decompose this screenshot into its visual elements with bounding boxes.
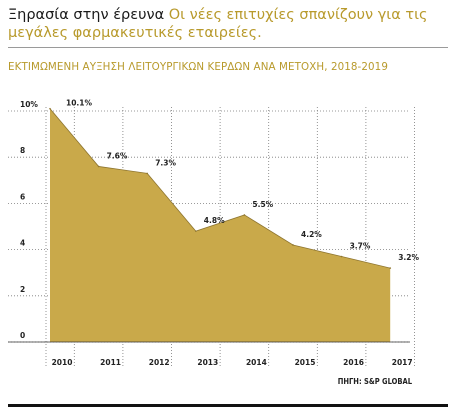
y-axis-ticks: 0 2 4 6 8 10% — [20, 100, 38, 340]
x-tick-label: 2014 — [246, 358, 267, 367]
headline: Ξηρασία στην έρευνα Οι νέες επιτυχίες σπ… — [8, 6, 448, 42]
source-note: ΠΗΓΗ: S&P GLOBAL — [337, 377, 412, 386]
data-point — [97, 165, 100, 168]
data-label: 5.5% — [252, 200, 273, 209]
y-tick-label: 10% — [20, 100, 38, 109]
data-point — [292, 244, 294, 246]
x-axis-ticks: 2010 2011 2012 2013 2014 2015 2016 2017 — [52, 358, 413, 367]
data-point — [243, 214, 246, 216]
data-labels: 10.1% 7.6% 7.3% 4.8% 5.5% 4.2% 3.7% 3.2% — [66, 99, 419, 262]
headline-subtitle: Οι νέες επιτυχίες σπανίζουν για τις μεγά… — [8, 7, 428, 41]
x-tick-label: 2013 — [197, 358, 218, 367]
y-tick-label: 2 — [20, 285, 25, 294]
y-tick-label: 4 — [20, 239, 25, 248]
area-fill — [50, 108, 391, 342]
data-point — [340, 255, 343, 258]
data-label: 3.7% — [350, 242, 371, 251]
y-tick-label: 0 — [20, 331, 25, 340]
data-point — [389, 267, 392, 269]
data-label: 4.2% — [301, 230, 322, 239]
data-point — [49, 107, 51, 110]
x-tick-label: 2015 — [295, 358, 316, 367]
data-point — [195, 230, 197, 232]
area-line — [49, 108, 391, 269]
bottom-divider — [8, 404, 448, 407]
x-tick-label: 2016 — [343, 358, 364, 367]
chart-title: ΕΚΤΙΜΩΜΕΝΗ ΑΥΞΗΣΗ ΛΕΙΤΟΥΡΓΙΚΩΝ ΚΕΡΔΩΝ ΑΝ… — [8, 61, 388, 73]
data-label: 7.3% — [155, 158, 176, 167]
data-label: 3.2% — [398, 253, 419, 262]
top-divider — [8, 47, 448, 48]
area-series — [8, 107, 410, 343]
y-tick-label: 6 — [20, 192, 25, 201]
x-tick-label: 2010 — [52, 358, 73, 367]
data-label: 4.8% — [204, 216, 225, 225]
y-tick-label: 8 — [20, 146, 25, 155]
x-tick-label: 2011 — [100, 358, 121, 367]
x-tick-label: 2017 — [392, 358, 413, 367]
x-tick-label: 2012 — [149, 358, 170, 367]
data-label: 10.1% — [66, 99, 93, 108]
data-point — [146, 172, 148, 175]
headline-title: Ξηρασία στην έρευνα — [8, 7, 165, 23]
data-label: 7.6% — [107, 151, 128, 160]
